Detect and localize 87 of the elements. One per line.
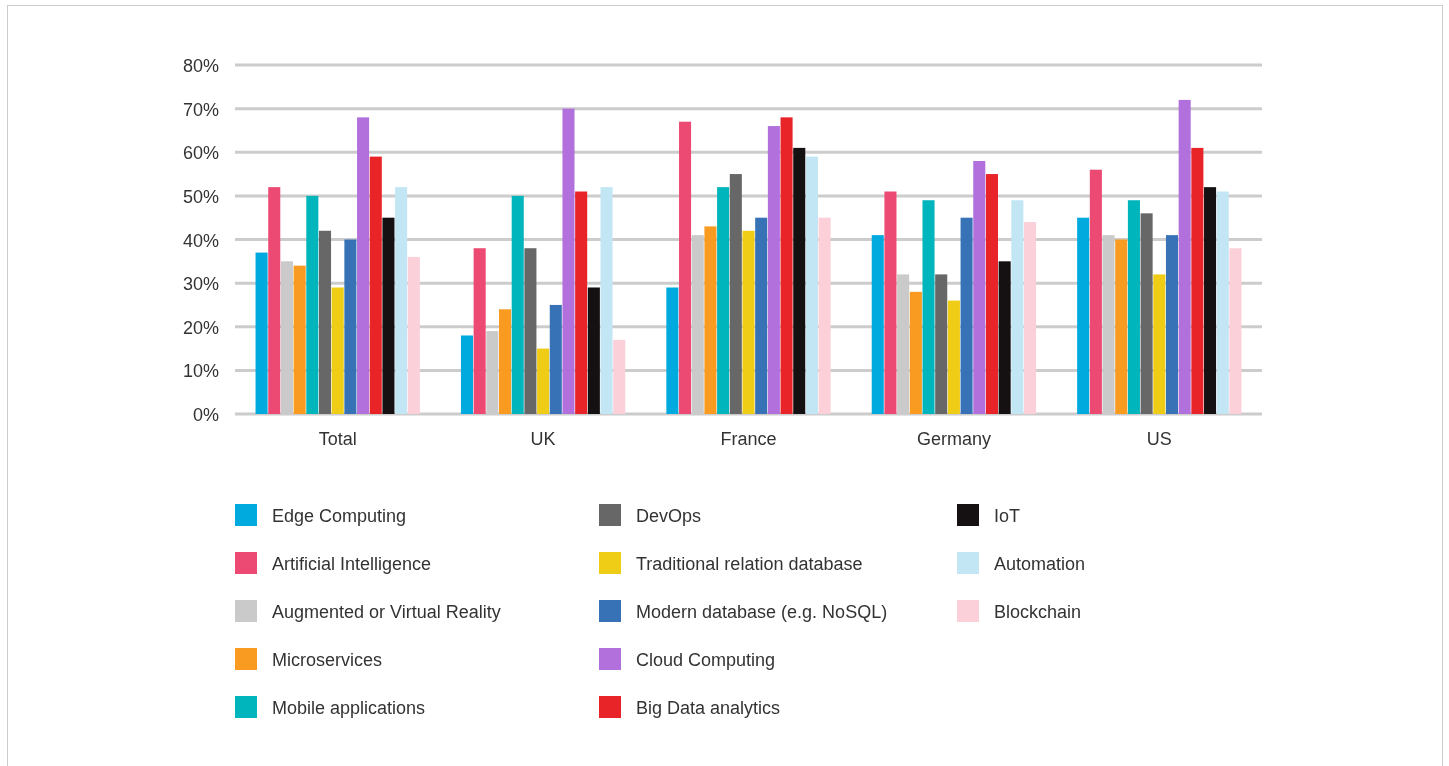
bar [499,309,512,414]
bar [537,348,550,414]
bar [1191,147,1204,414]
bar [613,339,626,414]
bar [1153,274,1166,414]
bar [395,187,408,414]
bar [805,156,818,414]
x-tick-label: Germany [916,429,991,449]
bar [357,117,370,414]
bar [587,287,600,414]
legend-label: Blockchain [994,602,1082,622]
bar [1204,187,1217,414]
bar [935,274,948,414]
bar [884,191,897,414]
bar [704,226,717,414]
y-tick-label: 0% [192,405,219,425]
bar [871,235,884,414]
bar [600,187,613,414]
bar [255,252,268,414]
bar [922,200,935,414]
bar [1140,213,1153,414]
bar [306,195,319,414]
x-tick-label: UK [530,429,556,449]
bar [575,191,588,414]
bar [780,117,793,414]
bar [511,195,524,414]
bar [742,230,755,414]
bar [318,230,332,414]
bar [293,265,306,414]
bar [369,156,382,414]
x-tick-label: France [720,429,777,449]
bar [755,217,768,414]
legend-label: IoT [994,506,1021,526]
bar [473,248,486,414]
legend-label: Augmented or Virtual Reality [272,602,501,622]
bar [998,261,1011,414]
bar [717,187,730,414]
legend-label: Mobile applications [272,698,426,718]
bar [1165,235,1179,414]
legend-label: DevOps [636,506,702,526]
bar [382,217,395,414]
bar [407,256,420,414]
bar [973,160,986,414]
y-tick-label: 70% [182,99,219,120]
bar [1024,222,1037,414]
legend-label: Edge Computing [272,506,407,526]
bar [549,304,562,414]
bar [666,287,679,414]
bar [909,291,922,414]
bar [818,217,831,414]
x-tick-label: US [1146,429,1172,449]
legend-label: Automation [994,554,1086,574]
bar [767,126,780,414]
y-tick-label: 50% [182,186,219,207]
bar [562,108,575,414]
y-tick-label: 60% [182,143,219,164]
bar [1216,191,1229,414]
bar [1229,248,1242,414]
x-tick-label: Total [318,429,357,449]
bar [947,300,960,414]
bar [1115,239,1128,414]
bar [268,187,281,414]
bar [344,239,357,414]
legend-label: Traditional relation database [636,554,863,574]
bar [729,174,742,414]
bar [960,217,973,414]
bar [524,248,537,414]
y-tick-label: 20% [182,317,219,338]
y-tick-label: 40% [182,230,219,251]
bar [985,174,998,414]
bar [1127,200,1140,414]
bar [1077,217,1090,414]
bar [1089,169,1102,414]
bar [1178,99,1191,414]
bar [331,287,344,414]
legend-label: Modern database (e.g. NoSQL) [636,602,888,622]
bar [679,121,692,414]
y-tick-label: 80% [182,56,219,76]
legend-label: Microservices [272,650,383,670]
legend-label: Cloud Computing [636,650,776,670]
y-tick-label: 10% [182,361,219,382]
y-tick-label: 30% [182,274,219,295]
legend-label: Artificial Intelligence [272,554,432,574]
bar [793,147,806,414]
legend-label: Big Data analytics [636,698,781,718]
bar [1011,200,1024,414]
bar [460,335,473,414]
